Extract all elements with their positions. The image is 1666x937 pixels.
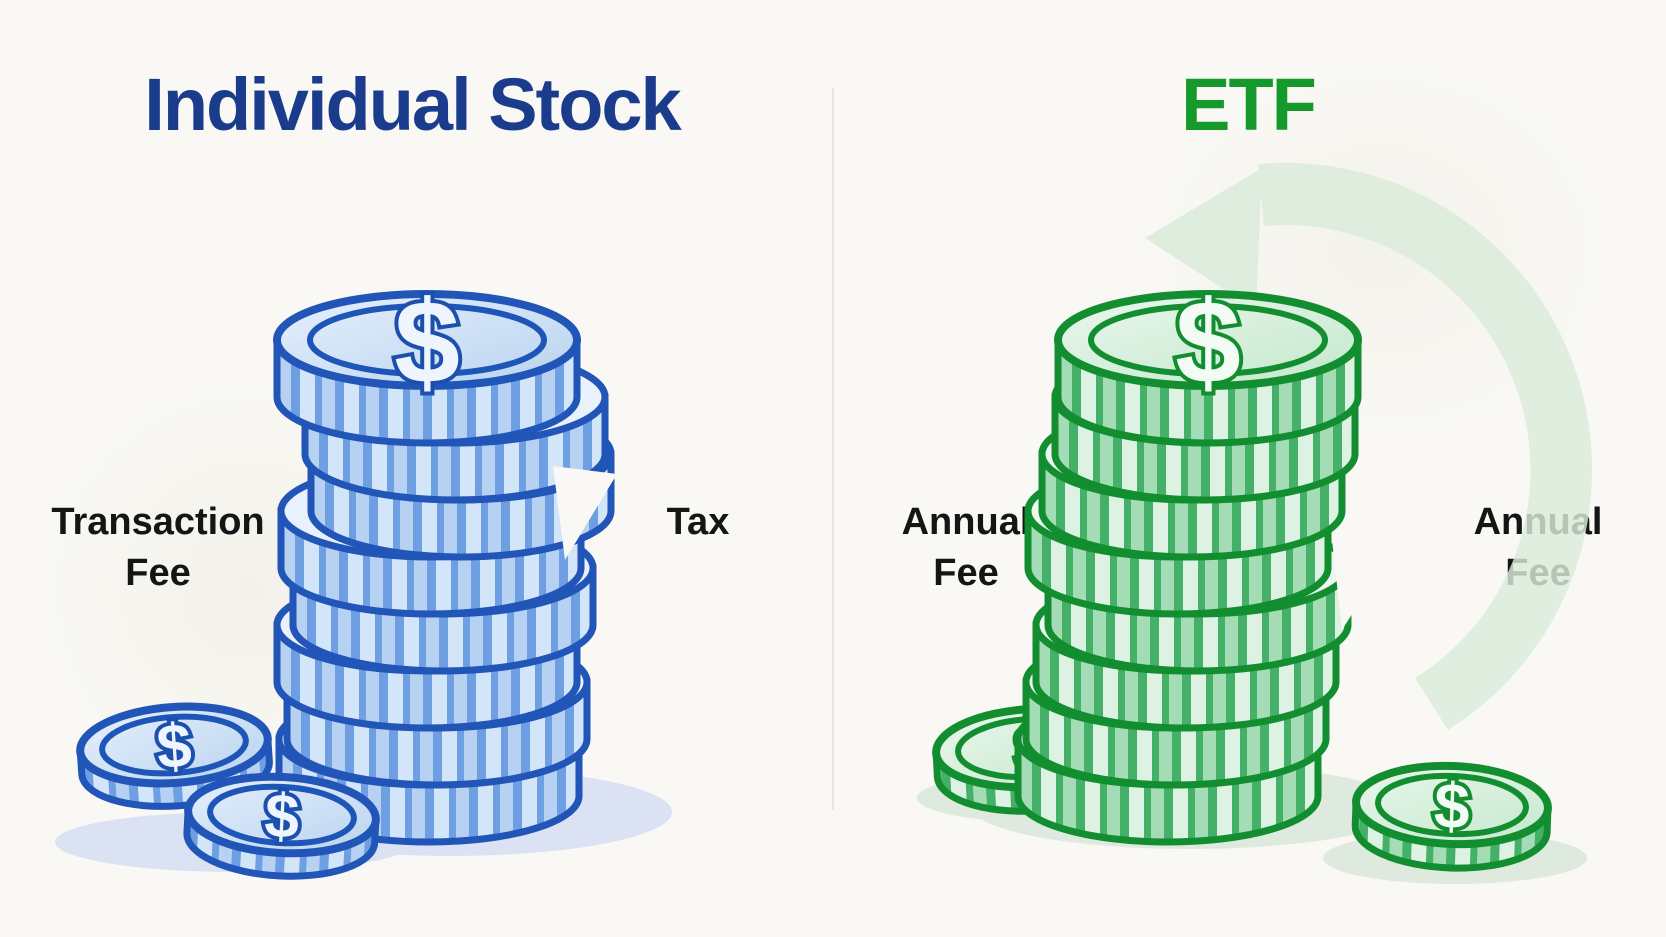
etf-illustration: $ $ $ [917, 162, 1593, 884]
annual-fee-left-line1: Annual [901, 501, 1031, 543]
dollar-sign: $ [1175, 276, 1241, 408]
green-coin-stack: $ [1018, 272, 1394, 842]
left-panel-title: Individual Stock [144, 63, 681, 146]
blue-fallen-coin-1: $ [78, 701, 272, 813]
transaction-fee-line1: Transaction [51, 501, 265, 543]
stack-crack [1332, 540, 1394, 630]
green-fallen-coin-2: $ [1354, 763, 1549, 872]
tax-line1: Tax [666, 501, 730, 543]
panel-divider [832, 88, 834, 810]
dollar-sign: $ [1433, 769, 1471, 842]
cycle-arrow-icon [1145, 162, 1593, 731]
annual-fee-left-line2: Fee [933, 552, 999, 594]
dollar-sign: $ [394, 276, 460, 408]
blue-top-coin: $ [273, 272, 581, 447]
tax-label: Tax [667, 497, 730, 548]
transaction-fee-label: Transaction Fee [51, 497, 264, 599]
green-top-coin: $ [1054, 272, 1362, 447]
stack-crack [553, 466, 617, 560]
annual-fee-left-label: Annual Fee [902, 497, 1031, 599]
right-panel-title: ETF [1181, 63, 1317, 146]
dollar-sign: $ [263, 781, 301, 852]
blue-fallen-coin-2: $ [185, 772, 378, 881]
individual-stock-illustration: $ $ $ [55, 272, 672, 881]
blue-coin-stack: $ [273, 272, 617, 842]
transaction-fee-line2: Fee [125, 552, 191, 594]
dollar-sign: $ [155, 711, 194, 782]
